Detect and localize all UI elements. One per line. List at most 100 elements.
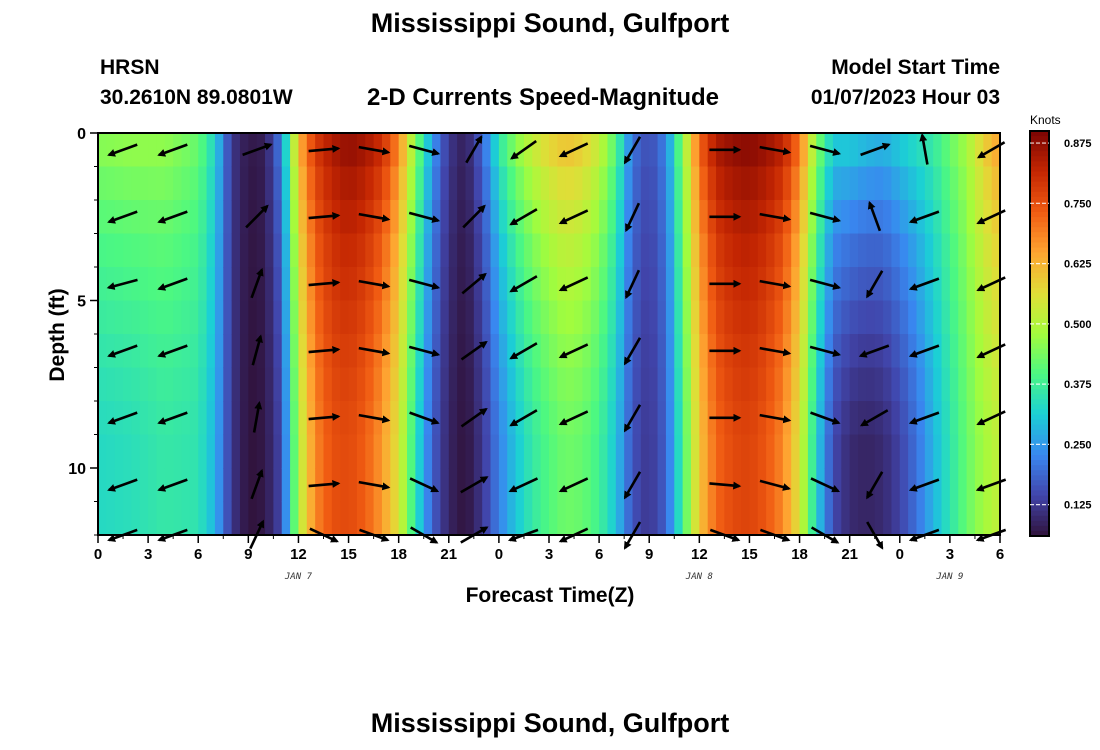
heatmap-cell — [148, 334, 158, 369]
heatmap-cell — [331, 233, 341, 268]
heatmap-cell — [891, 233, 901, 268]
heatmap-cell — [590, 434, 600, 469]
heatmap-cell — [298, 501, 308, 536]
heatmap-cell — [348, 300, 358, 335]
heatmap-cell — [340, 401, 350, 436]
heatmap-cell — [290, 501, 300, 536]
heatmap-cell — [590, 334, 600, 369]
heatmap-cell — [432, 166, 442, 201]
heatmap-cell — [933, 267, 943, 302]
heatmap-cell — [498, 233, 508, 268]
heatmap-cell — [757, 166, 767, 201]
heatmap-cell — [858, 401, 867, 436]
heatmap-cell — [841, 200, 851, 235]
heatmap-cell — [223, 300, 233, 335]
current-vector — [308, 412, 341, 421]
heatmap-cell — [849, 166, 859, 201]
heatmap-cell — [373, 501, 383, 536]
heatmap-cell — [565, 367, 575, 402]
heatmap-cell — [983, 367, 993, 402]
heatmap-cell — [933, 300, 943, 335]
heatmap-cell — [549, 434, 558, 469]
colorbar-swatch — [1030, 490, 1049, 497]
heatmap-cell — [507, 267, 517, 302]
date-label: JAN 7 — [284, 572, 313, 582]
heatmap-cell — [540, 267, 550, 302]
heatmap-cell — [849, 401, 859, 436]
heatmap-cell — [482, 434, 492, 469]
heatmap-cell — [523, 166, 533, 201]
colorbar-swatch — [1030, 277, 1049, 284]
heatmap-cell — [540, 401, 550, 436]
heatmap-cell — [490, 233, 500, 268]
heatmap-cell — [465, 434, 475, 469]
heatmap-cell — [415, 468, 425, 503]
heatmap-cell — [899, 401, 909, 436]
heatmap-cell — [682, 367, 692, 402]
heatmap-cell — [983, 166, 993, 201]
current-vector — [250, 468, 264, 500]
heatmap-cell — [173, 267, 183, 302]
heatmap-cell — [131, 200, 141, 235]
heatmap-cell — [657, 133, 667, 168]
heatmap-cell — [841, 267, 851, 302]
heatmap-cell — [189, 468, 199, 503]
heatmap-cell — [607, 367, 617, 402]
heatmap-cell — [106, 166, 116, 201]
heatmap-cell — [991, 133, 1001, 168]
heatmap-cell — [231, 300, 241, 335]
heatmap-cell — [699, 166, 709, 201]
heatmap-cell — [298, 434, 308, 469]
heatmap-cell — [173, 300, 183, 335]
heatmap-cell — [298, 468, 308, 503]
heatmap-cell — [206, 133, 216, 168]
heatmap-cell — [198, 501, 208, 536]
heatmap-cell — [156, 334, 166, 369]
heatmap-cell — [774, 166, 784, 201]
heatmap-cell — [774, 300, 784, 335]
colorbar-swatch — [1030, 434, 1049, 441]
heatmap-cell — [832, 501, 842, 536]
heatmap-cell — [749, 133, 759, 168]
current-vector — [308, 211, 341, 220]
heatmap-cell — [98, 334, 107, 369]
heatmap-cell — [231, 200, 241, 235]
current-vector — [242, 142, 273, 157]
heatmap-cell — [757, 501, 767, 536]
heatmap-cell — [507, 434, 517, 469]
x-tick-label: 6 — [595, 546, 603, 563]
heatmap-cell — [799, 434, 809, 469]
heatmap-cell — [632, 434, 642, 469]
heatmap-cell — [841, 468, 851, 503]
heatmap-cell — [448, 434, 458, 469]
heatmap-cell — [248, 200, 258, 235]
heatmap-cell — [741, 501, 751, 536]
heatmap-cell — [949, 367, 959, 402]
heatmap-cell — [98, 501, 107, 536]
heatmap-cell — [482, 334, 492, 369]
heatmap-cell — [624, 334, 634, 369]
heatmap-cell — [874, 367, 884, 402]
heatmap-cell — [841, 401, 851, 436]
heatmap-cell — [615, 267, 625, 302]
heatmap-cell — [699, 200, 709, 235]
current-vector — [759, 413, 792, 424]
colorbar-swatch — [1030, 480, 1049, 486]
heatmap-cell — [858, 501, 867, 536]
heatmap-cell — [482, 501, 492, 536]
heatmap-cell — [139, 166, 149, 201]
heatmap-cell — [574, 468, 584, 503]
heatmap-cell — [858, 233, 867, 268]
heatmap-cell — [883, 434, 893, 469]
heatmap-cell — [348, 501, 358, 536]
current-vector — [250, 267, 264, 299]
heatmap-cell — [156, 300, 166, 335]
colorbar: 0.125 0.250 0.375 0.500 0.625 0.750 0.875 — [1029, 130, 1092, 537]
heatmap-cell — [356, 367, 366, 402]
heatmap-cell — [707, 468, 717, 503]
heatmap-cell — [782, 468, 792, 503]
colorbar-swatch — [1030, 414, 1049, 421]
heatmap-cell — [465, 200, 475, 235]
heatmap-cell — [991, 300, 1001, 335]
heatmap-cell — [640, 200, 650, 235]
